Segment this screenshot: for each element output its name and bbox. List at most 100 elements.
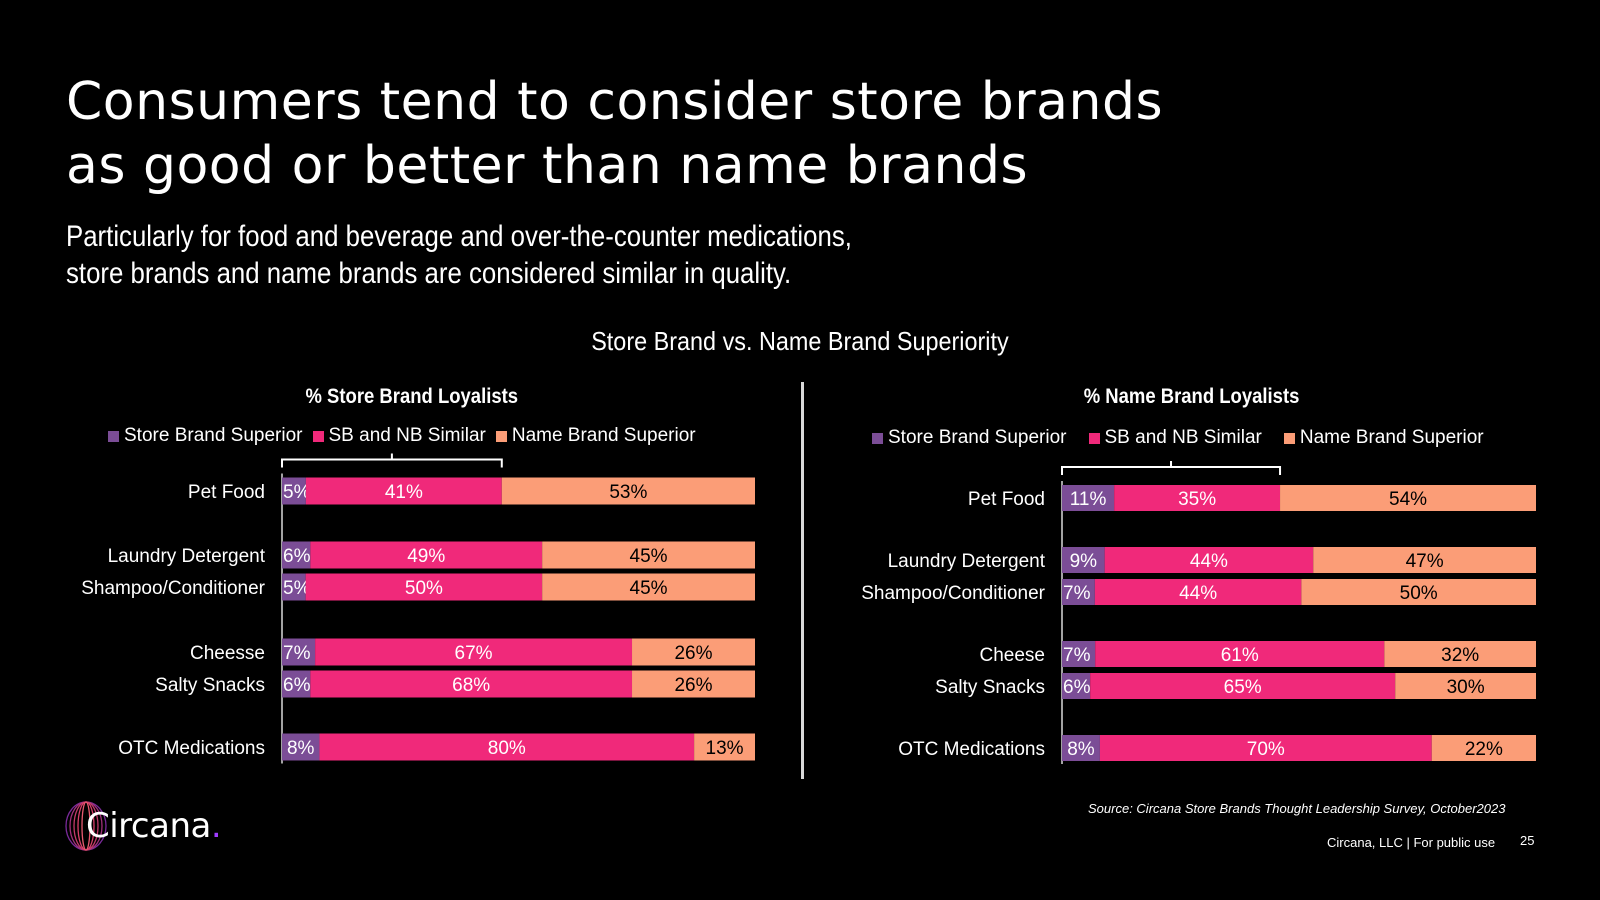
category-label: Cheese	[980, 645, 1046, 666]
category-label: Laundry Detergent	[888, 551, 1046, 572]
bar-segment	[1431, 735, 1536, 761]
bar-segment	[282, 733, 320, 761]
circana-logo-mark-icon	[65, 801, 107, 851]
circana-logo-text: Circana.	[86, 806, 222, 846]
bar-segment	[1114, 485, 1281, 511]
bar-segment	[1062, 641, 1096, 667]
bar-segment	[310, 670, 633, 698]
bar-segment	[282, 638, 316, 666]
data-label: 45%	[630, 546, 668, 567]
legend-swatch	[1283, 432, 1295, 444]
bar-segment	[282, 573, 306, 601]
page-title-line1: Consumers tend to consider store brands	[66, 72, 1164, 132]
bar-segment	[1099, 735, 1432, 761]
legend-item-name-brand-superior: Name Brand Superior	[495, 425, 696, 447]
page-title-line2: as good or better than name brands	[66, 136, 1029, 196]
bar-segment	[1094, 579, 1302, 605]
category-label: OTC Medications	[898, 739, 1045, 760]
bar-segment	[319, 733, 695, 761]
data-label: 8%	[1067, 739, 1095, 760]
panel-divider	[801, 382, 804, 779]
bar-segment	[1062, 579, 1095, 605]
bar-segment	[1301, 579, 1536, 605]
page-subtitle: Particularly for food and beverage and o…	[66, 218, 1012, 292]
legend-label: SB and NB Similar	[328, 425, 486, 446]
bar-segment	[282, 477, 306, 505]
category-label: Cheesse	[190, 643, 265, 664]
circana-logo: Circana.	[64, 800, 222, 852]
data-label: 30%	[1447, 677, 1485, 698]
legend-swatch	[312, 430, 324, 442]
bar-segment	[1384, 641, 1536, 667]
data-label: 6%	[283, 546, 311, 567]
bar-segment	[1395, 673, 1536, 699]
data-label: 6%	[283, 675, 311, 696]
data-label: 26%	[674, 643, 712, 664]
category-label: Salty Snacks	[935, 677, 1045, 698]
data-label: 44%	[1190, 551, 1228, 572]
legend-swatch	[495, 430, 507, 442]
data-label: 26%	[674, 675, 712, 696]
logo-dot: .	[210, 806, 222, 846]
left-panel-title: % Store Brand Loyalists	[262, 385, 562, 409]
category-label: Shampoo/Conditioner	[861, 583, 1045, 604]
legend-label: Name Brand Superior	[511, 425, 696, 446]
page-subtitle-line2: store brands and name brands are conside…	[66, 257, 792, 290]
data-label: 11%	[1070, 489, 1107, 510]
logo-word: Circana	[86, 806, 211, 846]
data-label: 70%	[1247, 739, 1285, 760]
bar-segment	[542, 573, 755, 601]
bar-segment	[282, 541, 311, 569]
data-label: 41%	[385, 482, 423, 503]
legend-swatch	[1088, 432, 1100, 444]
bar-segment	[1062, 735, 1100, 761]
bar-segment	[1062, 547, 1105, 573]
data-label: 50%	[405, 578, 443, 599]
bar-segment	[542, 541, 755, 569]
bar-segment	[315, 638, 633, 666]
category-label: Shampoo/Conditioner	[81, 578, 265, 599]
data-label: 7%	[283, 643, 311, 664]
bracket-annotation	[281, 453, 503, 468]
legend-item-sb-nb-similar: SB and NB Similar	[312, 425, 486, 447]
data-label: 32%	[1441, 645, 1479, 666]
legend-label: SB and NB Similar	[1104, 427, 1262, 448]
category-label: OTC Medications	[118, 738, 265, 759]
data-label: 6%	[1063, 677, 1091, 698]
bar-segment	[305, 477, 502, 505]
bar-segment	[282, 670, 311, 698]
data-label: 9%	[1070, 551, 1098, 572]
category-label: Salty Snacks	[155, 675, 265, 696]
bracket-annotation	[1061, 461, 1282, 475]
bar-segment	[1313, 547, 1536, 573]
name-brand-loyalists-chart: 11% 35% 54% Pet Food 9% 44% 47% Laundry Deterge…	[861, 461, 1536, 764]
legend-item-sb-nb-similar: SB and NB Similar	[1088, 427, 1262, 449]
bar-segment	[1062, 485, 1115, 511]
legend-item-store-brand-superior: Store Brand Superior	[872, 427, 1067, 449]
legend-label: Store Brand Superior	[124, 425, 303, 446]
legend-label: Name Brand Superior	[1299, 427, 1484, 448]
bar-segment	[694, 733, 755, 761]
footer-text: Circana, LLC | For public use	[1327, 835, 1496, 850]
data-label: 35%	[1178, 489, 1216, 510]
bar-segment	[1090, 673, 1396, 699]
data-label: 5%	[283, 578, 311, 599]
data-label: 22%	[1465, 739, 1503, 760]
bar-segment	[310, 541, 543, 569]
data-label: 8%	[287, 738, 315, 759]
data-label: 67%	[455, 643, 493, 664]
bar-segment	[1095, 641, 1385, 667]
bar-segment	[1062, 673, 1091, 699]
data-label: 80%	[488, 738, 526, 759]
data-label: 7%	[1063, 583, 1091, 604]
legend-label: Store Brand Superior	[888, 427, 1067, 448]
bar-segment	[501, 477, 755, 505]
bar-segment	[1280, 485, 1536, 511]
category-label: Laundry Detergent	[108, 546, 266, 567]
bar-segment	[305, 573, 543, 601]
right-panel-title: % Name Brand Loyalists	[1042, 385, 1342, 409]
data-label: 53%	[609, 482, 647, 503]
data-label: 7%	[1063, 645, 1091, 666]
data-label: 47%	[1406, 551, 1444, 572]
